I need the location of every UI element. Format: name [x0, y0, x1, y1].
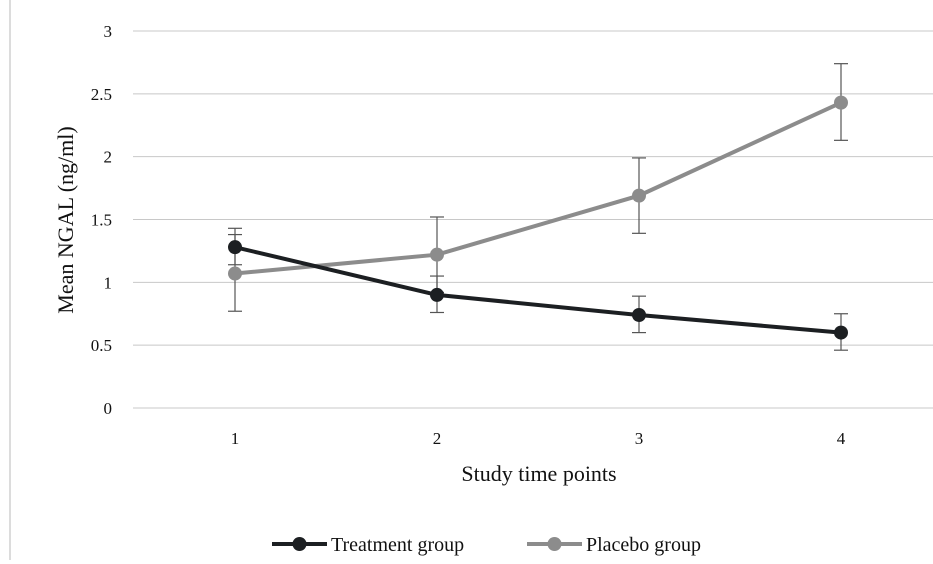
legend-swatch-marker — [292, 537, 307, 551]
x-axis-ticks: 1 2 3 4 — [231, 429, 846, 448]
series-line — [234, 100, 842, 276]
series-line — [234, 245, 842, 335]
y-tick-label: 0.5 — [91, 336, 112, 355]
y-axis-title: Mean NGAL (ng/ml) — [53, 126, 78, 313]
data-point — [430, 287, 444, 302]
y-tick-label: 1 — [104, 273, 113, 292]
data-point — [228, 240, 242, 255]
series-group — [228, 63, 848, 351]
data-point — [834, 95, 848, 110]
data-point — [632, 188, 646, 203]
y-tick-label: 2.5 — [91, 85, 112, 104]
y-tick-label: 0 — [104, 399, 113, 418]
legend-label: Treatment group — [331, 534, 464, 556]
series-treatment-group — [228, 227, 848, 351]
x-tick-label: 1 — [231, 429, 240, 448]
x-axis-title: Study time points — [461, 461, 616, 486]
x-tick-label: 3 — [635, 429, 644, 448]
series-placebo-group — [228, 63, 848, 312]
data-point — [632, 308, 646, 323]
data-point — [430, 247, 444, 262]
legend-swatch-marker — [547, 537, 562, 551]
gridlines — [133, 30, 933, 409]
y-tick-label: 3 — [104, 22, 113, 41]
y-tick-label: 2 — [104, 148, 113, 167]
data-point — [228, 266, 242, 281]
x-tick-label: 4 — [837, 429, 846, 448]
legend-label: Placebo group — [586, 534, 701, 556]
y-tick-label: 1.5 — [91, 211, 112, 230]
data-point — [834, 325, 848, 340]
y-axis-ticks: 0 0.5 1 1.5 2 2.5 3 — [91, 22, 112, 418]
legend: Treatment group Placebo group — [272, 534, 701, 556]
x-tick-label: 2 — [433, 429, 442, 448]
